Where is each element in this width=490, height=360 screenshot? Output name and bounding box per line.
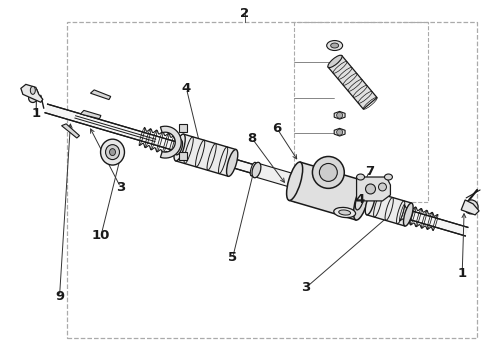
Polygon shape <box>334 129 345 136</box>
Ellipse shape <box>174 139 183 155</box>
Text: 4: 4 <box>182 82 191 95</box>
Polygon shape <box>176 134 236 176</box>
Polygon shape <box>334 111 345 119</box>
Ellipse shape <box>355 191 364 210</box>
Ellipse shape <box>334 207 356 217</box>
Ellipse shape <box>357 174 365 180</box>
Text: 2: 2 <box>241 7 249 20</box>
Text: 7: 7 <box>365 165 374 177</box>
Polygon shape <box>80 111 101 119</box>
Circle shape <box>337 129 343 135</box>
Circle shape <box>28 94 37 103</box>
Ellipse shape <box>110 149 116 156</box>
Ellipse shape <box>105 145 120 159</box>
Ellipse shape <box>385 174 392 180</box>
Ellipse shape <box>331 43 339 48</box>
Circle shape <box>464 200 478 214</box>
Text: 4: 4 <box>355 193 365 206</box>
Polygon shape <box>367 192 412 226</box>
Ellipse shape <box>339 210 351 215</box>
Text: 8: 8 <box>248 132 257 145</box>
Ellipse shape <box>365 192 375 215</box>
Polygon shape <box>251 162 313 193</box>
Polygon shape <box>179 124 187 132</box>
Circle shape <box>378 183 387 191</box>
Text: 9: 9 <box>55 290 64 303</box>
Circle shape <box>313 157 344 188</box>
Circle shape <box>366 184 375 194</box>
Text: 5: 5 <box>228 251 237 264</box>
Text: 3: 3 <box>116 181 125 194</box>
Circle shape <box>319 163 337 181</box>
Ellipse shape <box>308 179 313 193</box>
Ellipse shape <box>353 182 369 220</box>
Polygon shape <box>461 200 479 215</box>
Ellipse shape <box>30 86 35 94</box>
Polygon shape <box>160 126 181 158</box>
Polygon shape <box>328 56 377 109</box>
Ellipse shape <box>250 162 256 176</box>
Ellipse shape <box>328 55 342 68</box>
Text: 10: 10 <box>92 229 110 242</box>
Ellipse shape <box>226 149 238 176</box>
Polygon shape <box>91 90 111 100</box>
Ellipse shape <box>252 162 261 178</box>
Polygon shape <box>21 84 43 102</box>
Ellipse shape <box>100 139 124 165</box>
Text: 1: 1 <box>31 107 41 120</box>
Circle shape <box>337 112 343 118</box>
Polygon shape <box>179 152 187 160</box>
Polygon shape <box>289 162 367 220</box>
Polygon shape <box>62 124 79 138</box>
Text: 6: 6 <box>272 122 281 135</box>
Ellipse shape <box>327 41 343 50</box>
Polygon shape <box>357 177 391 201</box>
Ellipse shape <box>403 203 413 226</box>
Ellipse shape <box>174 134 185 161</box>
Ellipse shape <box>287 162 303 201</box>
Text: 1: 1 <box>458 267 467 280</box>
Polygon shape <box>45 104 468 236</box>
Text: 3: 3 <box>301 281 311 294</box>
